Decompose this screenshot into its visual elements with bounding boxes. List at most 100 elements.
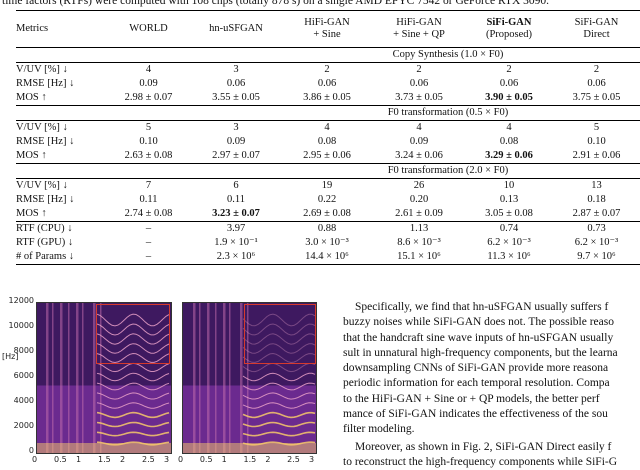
table-cell: 1.9 × 10⁻¹ [214, 237, 258, 248]
metric-label: V/UV [%] ↓ [16, 122, 68, 133]
column-header: HiFi-GAN + Sine + QP [373, 10, 465, 48]
table-cell: 2.87 ± 0.07 [572, 208, 621, 219]
table-cell: 0.09 [409, 136, 429, 147]
section-title: F0 transformation (0.5 × F0) [16, 105, 640, 121]
table-cell: 2.98 ± 0.07 [124, 92, 173, 103]
metric-label: RMSE [Hz] ↓ [16, 136, 75, 147]
x-tick-label: 3 [309, 455, 315, 464]
metric-label: RMSE [Hz] ↓ [16, 194, 75, 205]
body-text-line: that the handcraft sine wave inputs of h… [343, 331, 614, 344]
y-tick-label: 0 [28, 446, 34, 455]
table-cell: 5 [145, 122, 152, 133]
table-cell: 0.08 [499, 136, 519, 147]
table-cell: – [106, 250, 191, 265]
table-cell: 2.3 × 10⁶ [191, 250, 281, 265]
table-row: RMSE [Hz] ↓ 0.11 0.11 0.22 0.20 0.13 0.18 [16, 193, 640, 207]
table-cell: 6.2 × 10⁻³ [574, 237, 619, 248]
table-cell: 0.74 [465, 221, 553, 236]
highlight-box-left [96, 304, 170, 364]
table-cell: 0.06 [409, 78, 429, 89]
spectrogram-right [182, 302, 317, 454]
table-cell: 0.10 [139, 136, 158, 147]
table-cell: 3.73 ± 0.05 [395, 92, 443, 103]
table-row: RMSE [Hz] ↓ 0.10 0.09 0.08 0.09 0.08 0.10 [16, 135, 640, 149]
table-cell: 14.4 × 10⁶ [281, 250, 373, 265]
table-cell: 2.97 ± 0.07 [212, 150, 260, 161]
body-text: Specifically, we find that hn-uSFGAN usu… [343, 300, 640, 470]
table-cell: 0.11 [139, 194, 158, 205]
column-header: SiFi-GAN Direct [553, 10, 640, 48]
table-row: MOS ↑ 2.98 ± 0.07 3.55 ± 0.05 3.86 ± 0.05 3.… [16, 91, 640, 106]
table-cell: 3.29 ± 0.06 [485, 150, 533, 161]
table-cell: 2.74 ± 0.08 [124, 208, 173, 219]
x-tick-label: 2.5 [142, 455, 155, 464]
table-cell: 2 [416, 64, 422, 75]
column-header-line2: + Sine [313, 29, 341, 40]
column-header-line2: (Proposed) [485, 29, 533, 40]
table-cell: 10 [503, 180, 515, 191]
table-cell: 0.22 [317, 194, 337, 205]
table-cell: 8.6 × 10⁻³ [397, 237, 441, 248]
y-tick-label: 12000 [8, 296, 34, 305]
x-tick-label: 2 [120, 455, 126, 464]
table-cell: 3.97 [191, 221, 281, 236]
x-tick-label: 1 [221, 455, 227, 464]
table-cell: 19 [321, 180, 333, 191]
table-cell: 3.55 ± 0.05 [212, 92, 260, 103]
x-tick-label: 0.5 [199, 455, 213, 464]
top-caption-fragment: time factors (RTFs) were computed with 1… [2, 0, 550, 7]
table-cell: 4 [324, 122, 330, 133]
table-cell: 3.75 ± 0.05 [572, 92, 621, 103]
table-cell: 0.06 [226, 78, 246, 89]
table-cell: 13 [591, 180, 602, 191]
column-header: Metrics [16, 10, 106, 48]
table-row: MOS ↑ 2.74 ± 0.08 3.23 ± 0.07 2.69 ± 0.08 2.… [16, 207, 640, 222]
table-row: RTF (CPU) ↓ –3.97 0.88 1.13 0.74 0.73 [16, 221, 640, 236]
table-cell: 2.95 ± 0.06 [303, 150, 351, 161]
table-cell: 3.24 ± 0.06 [395, 150, 443, 161]
y-tick-label: 6000 [13, 371, 34, 380]
section-title: Copy Synthesis (1.0 × F0) [16, 47, 640, 63]
table-row: # of Params ↓ –2.3 × 10⁶ 14.4 × 10⁶ 15.1 × … [16, 250, 640, 265]
table-cell: 0.06 [587, 78, 606, 89]
table-cell: 2 [324, 64, 330, 75]
metric-label: V/UV [%] ↓ [16, 180, 68, 191]
table-cell: – [145, 237, 152, 248]
spectrogram-left [36, 302, 172, 454]
column-header: hn-uSFGAN [191, 10, 281, 48]
body-text-line: Moreover, as shown in Fig. 2, SiFi-GAN D… [355, 440, 612, 453]
x-tick-label: 3 [164, 455, 170, 464]
body-text-line: mance of SiFi-GAN indicates the effectiv… [343, 408, 608, 421]
y-tick-label: 4000 [13, 396, 34, 405]
x-tick-label: 1 [76, 455, 82, 464]
table-cell: 0.06 [317, 78, 337, 89]
table-cell: 0.09 [139, 78, 158, 89]
body-text-line: Specifically, we find that hn-uSFGAN usu… [355, 301, 609, 313]
y-axis-unit: [Hz] [2, 352, 19, 361]
table-row: MOS ↑ 2.63 ± 0.08 2.97 ± 0.07 2.95 ± 0.06 3.… [16, 149, 640, 164]
column-header-line1: Metrics [16, 23, 49, 34]
table-cell: 0.18 [587, 194, 606, 205]
x-tick-label: 2 [265, 455, 271, 464]
metric-label: V/UV [%] ↓ [16, 64, 68, 75]
table-cell: 2.63 ± 0.08 [124, 150, 173, 161]
table-cell: 26 [413, 180, 425, 191]
table-cell: 2.91 ± 0.06 [572, 150, 621, 161]
table-cell: 0.09 [226, 136, 246, 147]
table-cell: – [106, 221, 191, 236]
table-cell: 0.20 [409, 194, 429, 205]
column-header-line1: HiFi-GAN [304, 17, 350, 28]
table-cell: 15.1 × 10⁶ [373, 250, 465, 265]
column-header-line1: WORLD [129, 23, 168, 34]
table-cell: 1.13 [373, 221, 465, 236]
body-text-line: buzzy noises while SiFi-GAN does not. Th… [343, 316, 614, 329]
table-cell: 3.23 ± 0.07 [212, 208, 260, 219]
section-title: F0 transformation (2.0 × F0) [16, 163, 640, 179]
x-tick-label: 0 [178, 455, 184, 464]
body-text-line: downsampling CNNs of SiFi-GAN provide mo… [343, 362, 609, 375]
table-cell: 7 [145, 180, 152, 191]
metric-label: RTF (CPU) ↓ [16, 221, 106, 236]
table-cell: 3.05 ± 0.08 [485, 208, 533, 219]
metric-label: MOS ↑ [16, 150, 47, 161]
y-tick-label: 2000 [13, 421, 34, 430]
